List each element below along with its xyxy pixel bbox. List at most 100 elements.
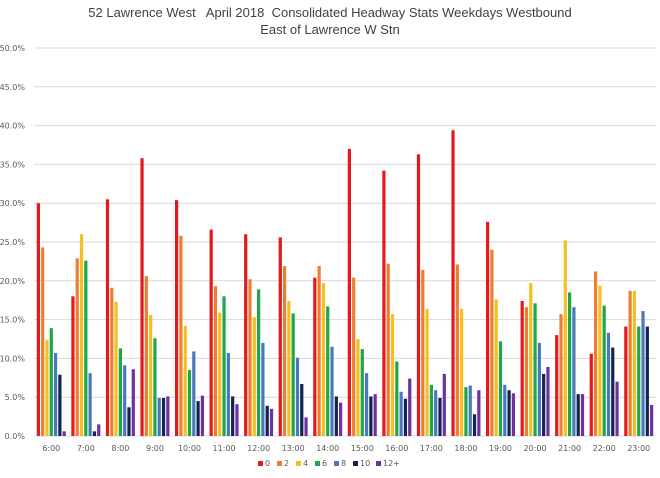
x-tick-label: 10:00 xyxy=(178,444,201,453)
y-tick-label: 20.0% xyxy=(0,277,25,286)
bar-600-s4 xyxy=(45,339,49,436)
bar-2000-s8 xyxy=(537,342,541,436)
bar-2300-s10 xyxy=(645,326,649,436)
x-tick-label: 18:00 xyxy=(454,444,477,453)
bar-1800-s4 xyxy=(460,308,464,436)
legend-label: 6 xyxy=(322,459,327,468)
bar-1700-s12plus xyxy=(442,373,446,436)
bar-600-s6 xyxy=(49,328,53,436)
legend-swatch xyxy=(296,461,301,466)
bar-1300-s12plus xyxy=(304,417,308,436)
bar-1100-s6 xyxy=(222,296,226,436)
bar-1200-s12plus xyxy=(269,408,274,436)
y-tick-label: 15.0% xyxy=(0,316,25,325)
bar-2100-s2 xyxy=(559,314,563,436)
bar-1500-s0 xyxy=(347,148,351,436)
bar-1600-s0 xyxy=(382,170,386,437)
chart-title: 52 Lawrence West April 2018 Consolidated… xyxy=(88,5,572,20)
bar-1700-s8 xyxy=(434,390,438,436)
bar-1000-s10 xyxy=(196,401,200,436)
bar-1000-s6 xyxy=(187,370,192,436)
bar-2300-s12plus xyxy=(650,404,654,436)
bar-800-s6 xyxy=(118,348,122,436)
bar-1500-s12plus xyxy=(373,394,377,436)
bar-1800-s6 xyxy=(464,387,468,436)
bar-900-s4 xyxy=(149,314,153,436)
bar-1100-s10 xyxy=(231,396,235,436)
bar-900-s2 xyxy=(144,276,148,436)
bar-2200-s2 xyxy=(593,271,598,436)
bar-800-s0 xyxy=(105,199,110,436)
bar-2000-s4 xyxy=(529,283,533,436)
bar-1900-s2 xyxy=(490,249,494,436)
bar-2300-s4 xyxy=(632,290,637,436)
bar-1600-s6 xyxy=(395,361,399,436)
bar-1700-s10 xyxy=(438,397,442,436)
bar-700-s0 xyxy=(71,296,75,436)
legend-swatch xyxy=(315,461,320,466)
x-axis-ticks: 6:00 7:00 8:00 9:00 10:00 11:00 12:00 13:00 14:0… xyxy=(42,444,650,453)
legend-label: 0 xyxy=(265,459,270,468)
y-tick-label: 40.0% xyxy=(0,122,25,131)
bar-900-s6 xyxy=(153,338,157,436)
x-tick-label: 22:00 xyxy=(593,444,616,453)
bar-1400-s6 xyxy=(326,306,330,436)
legend-label: 4 xyxy=(303,459,308,468)
bar-1700-s4 xyxy=(425,308,429,436)
y-tick-label: 45.0% xyxy=(0,83,25,92)
x-tick-label: 6:00 xyxy=(42,444,60,453)
legend: 0 2 4 6 8 10 12+ xyxy=(258,459,400,468)
bar-1000-s12plus xyxy=(200,395,204,436)
legend-label: 12+ xyxy=(383,459,400,468)
bar-700-s12plus xyxy=(97,424,101,436)
bar-1400-s12plus xyxy=(339,402,343,436)
bar-2000-s0 xyxy=(520,300,524,436)
bar-1100-s2 xyxy=(213,286,218,436)
bar-1400-s2 xyxy=(317,266,321,436)
bar-1100-s8 xyxy=(226,352,230,436)
bar-1000-s2 xyxy=(179,235,183,436)
bar-700-s8 xyxy=(88,373,92,436)
bar-1600-s10 xyxy=(403,398,408,436)
bar-1100-s12plus xyxy=(235,404,239,436)
legend-swatch xyxy=(258,461,263,466)
legend-label: 10 xyxy=(360,459,370,468)
bar-700-s6 xyxy=(84,260,88,436)
bar-1200-s2 xyxy=(248,279,252,436)
legend-swatch xyxy=(353,461,358,466)
x-tick-label: 11:00 xyxy=(213,444,236,453)
bar-1000-s8 xyxy=(192,351,196,436)
bar-1600-s2 xyxy=(386,263,390,436)
bar-1800-s12plus xyxy=(477,390,481,436)
bar-1500-s2 xyxy=(352,277,356,436)
y-tick-label: 50.0% xyxy=(0,44,25,53)
x-tick-label: 20:00 xyxy=(524,444,547,453)
bar-1900-s0 xyxy=(486,221,490,436)
bar-700-s10 xyxy=(92,431,97,436)
bar-2200-s10 xyxy=(611,347,615,436)
legend-swatch xyxy=(376,461,381,466)
bar-2300-s0 xyxy=(624,326,628,436)
x-tick-label: 7:00 xyxy=(77,444,95,453)
bar-1800-s8 xyxy=(468,385,472,436)
bar-1300-s8 xyxy=(295,357,300,436)
bar-1200-s8 xyxy=(261,342,265,436)
bar-1200-s4 xyxy=(252,317,256,436)
x-tick-label: 13:00 xyxy=(282,444,305,453)
bar-1000-s0 xyxy=(175,200,179,436)
bar-1500-s8 xyxy=(364,373,369,436)
bar-1400-s10 xyxy=(334,396,338,436)
x-tick-label: 9:00 xyxy=(146,444,164,453)
bar-600-s0 xyxy=(36,203,40,436)
bar-800-s10 xyxy=(127,407,131,436)
bar-2000-s2 xyxy=(524,307,529,436)
bar-900-s0 xyxy=(140,158,144,436)
bar-1300-s6 xyxy=(291,313,295,436)
bar-1900-s10 xyxy=(507,390,511,436)
bar-1700-s6 xyxy=(429,384,433,436)
y-tick-label: 35.0% xyxy=(0,160,25,169)
x-tick-label: 14:00 xyxy=(316,444,339,453)
bar-1300-s0 xyxy=(278,237,282,436)
bar-800-s4 xyxy=(114,301,118,436)
